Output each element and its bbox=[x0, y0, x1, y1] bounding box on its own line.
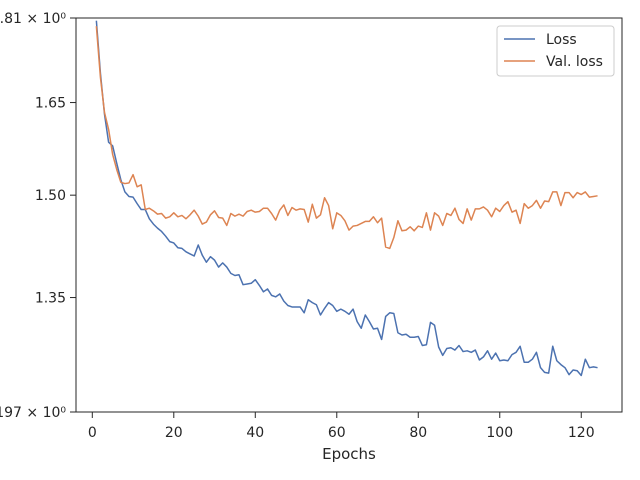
x-tick-label: 100 bbox=[486, 425, 513, 441]
y-tick-label: 1.81 × 10⁰ bbox=[0, 11, 66, 27]
legend-label-val-loss: Val. loss bbox=[546, 54, 603, 70]
y-axis-ticks: 1.197 × 10⁰ 1.35 1.50 1.65 1.81 × 10⁰ bbox=[0, 11, 76, 421]
series-line-loss bbox=[95, 20, 598, 377]
series-line-val-loss bbox=[95, 26, 598, 250]
x-tick-label: 120 bbox=[568, 425, 595, 441]
x-tick-label: 80 bbox=[409, 425, 427, 441]
y-tick-label: 1.50 bbox=[35, 188, 66, 204]
x-axis-ticks: 0 20 40 60 80 100 120 bbox=[88, 412, 595, 441]
y-tick-label: 1.197 × 10⁰ bbox=[0, 405, 66, 421]
x-tick-label: 0 bbox=[88, 425, 97, 441]
plot-frame bbox=[75, 17, 623, 413]
y-tick-label: 1.65 bbox=[35, 96, 66, 112]
series-layer bbox=[95, 20, 598, 377]
y-tick-label: 1.35 bbox=[35, 291, 66, 307]
plot-area bbox=[95, 20, 598, 377]
legend: Loss Val. loss bbox=[496, 25, 615, 77]
x-axis-label: Epochs bbox=[322, 445, 376, 463]
legend-label-loss: Loss bbox=[546, 32, 577, 48]
x-tick-label: 60 bbox=[328, 425, 346, 441]
x-tick-label: 40 bbox=[246, 425, 264, 441]
x-tick-label: 20 bbox=[165, 425, 183, 441]
